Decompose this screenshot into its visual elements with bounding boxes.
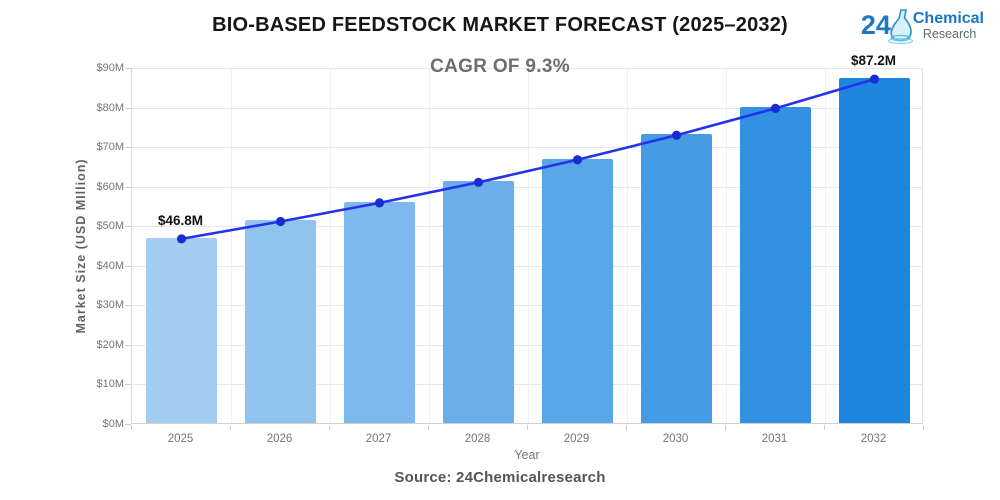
- bar-2028: [443, 181, 514, 423]
- gridline-vertical: [528, 68, 529, 423]
- bar-2027: [344, 201, 415, 423]
- x-tick-label-2027: 2027: [365, 433, 392, 445]
- trend-marker-2028: [473, 177, 484, 187]
- plot-area: [131, 68, 923, 424]
- x-tick-label-2030: 2030: [662, 433, 689, 445]
- trend-line-layer: [176, 74, 880, 244]
- y-tick-mark: [125, 147, 131, 149]
- x-tick-label-2028: 2028: [464, 433, 491, 445]
- gridline-horizontal: [132, 107, 922, 109]
- bar-2031: [740, 107, 811, 423]
- gridline-vertical: [825, 68, 826, 423]
- chart-title: BIO-BASED FEEDSTOCK MARKET FORECAST (202…: [212, 14, 788, 36]
- logo-number: 24: [860, 10, 891, 40]
- gridline-vertical: [627, 68, 628, 423]
- x-tick-mark: [230, 425, 231, 430]
- y-tick-mark: [125, 186, 131, 188]
- x-tick-mark: [923, 425, 924, 430]
- value-label-2032: $87.2M: [850, 53, 897, 69]
- trend-marker-2030: [671, 130, 682, 140]
- x-tick-mark: [824, 425, 825, 430]
- x-axis-title: Year: [514, 448, 540, 462]
- x-tick-mark: [725, 425, 726, 430]
- y-tick-label: $60M: [96, 180, 124, 193]
- gridline-horizontal: [132, 384, 922, 386]
- x-tick-label-2026: 2026: [266, 433, 293, 445]
- company-logo: 24 Chemical Research: [861, 8, 984, 49]
- y-tick-label: $0M: [102, 418, 124, 430]
- x-tick-label-2032: 2032: [860, 433, 887, 445]
- y-tick-mark: [125, 344, 131, 346]
- x-tick-mark: [428, 425, 429, 430]
- y-tick-mark: [125, 68, 131, 69]
- bar-2032: [839, 78, 910, 423]
- gridline-horizontal: [132, 344, 922, 346]
- trend-marker-2032: [869, 74, 880, 84]
- gridline-horizontal: [132, 147, 922, 149]
- x-tick-label-2029: 2029: [563, 433, 590, 445]
- y-tick-label: $80M: [96, 101, 124, 114]
- x-tick-mark: [527, 425, 528, 430]
- trend-marker-2031: [770, 103, 781, 113]
- gridline-horizontal: [132, 186, 922, 188]
- y-tick-mark: [125, 226, 131, 228]
- y-tick-label: $50M: [96, 220, 124, 233]
- y-tick-mark: [125, 265, 131, 267]
- trend-marker-2026: [275, 216, 286, 227]
- trend-marker-2029: [572, 155, 583, 165]
- gridline-horizontal: [132, 68, 922, 69]
- gridline-vertical: [330, 68, 331, 423]
- bar-2025: [146, 237, 217, 423]
- y-tick-label: $30M: [96, 299, 124, 312]
- x-tick-mark: [329, 425, 330, 430]
- y-tick-label: $70M: [96, 141, 124, 154]
- logo-subname: Research: [922, 26, 977, 41]
- y-tick-label: $20M: [96, 338, 124, 351]
- y-tick-mark: [125, 305, 131, 307]
- trend-marker-2027: [374, 198, 385, 208]
- y-tick-label: $40M: [96, 259, 124, 272]
- gridline-horizontal: [132, 305, 922, 307]
- x-tick-label-2025: 2025: [167, 433, 194, 445]
- gridline-horizontal: [132, 226, 922, 228]
- bar-2026: [245, 220, 316, 423]
- x-tick-label-2031: 2031: [761, 433, 788, 445]
- x-tick-mark: [626, 425, 627, 430]
- flask-icon: [887, 8, 913, 49]
- y-tick-label: $90M: [96, 62, 124, 74]
- gridline-vertical: [231, 68, 232, 423]
- x-tick-mark: [131, 425, 132, 430]
- source-caption: Source: 24Chemicalresearch: [394, 469, 606, 486]
- y-tick-mark: [125, 424, 131, 425]
- bar-2029: [542, 158, 613, 423]
- bar-2030: [641, 134, 712, 423]
- y-tick-label: $10M: [96, 378, 124, 391]
- y-tick-mark: [125, 384, 131, 386]
- gridline-vertical: [726, 68, 727, 423]
- chart-subtitle: CAGR OF 9.3%: [430, 56, 570, 77]
- logo-name: Chemical: [912, 10, 984, 27]
- trend-line: [181, 77, 875, 241]
- gridline-horizontal: [132, 265, 922, 267]
- gridline-vertical: [429, 68, 430, 423]
- trend-marker-2025: [176, 234, 187, 244]
- value-label-2025: $46.8M: [157, 212, 204, 228]
- y-tick-mark: [125, 107, 131, 109]
